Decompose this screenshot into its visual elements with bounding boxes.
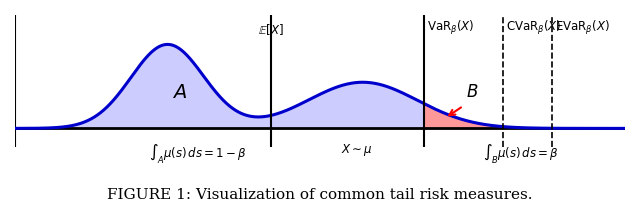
Text: $X \sim \mu$: $X \sim \mu$ (340, 142, 372, 158)
Text: $\int_A \mu(s)\, ds = 1 - \beta$: $\int_A \mu(s)\, ds = 1 - \beta$ (149, 142, 247, 165)
Text: $\mathrm{VaR}_{\beta}(X)$: $\mathrm{VaR}_{\beta}(X)$ (427, 19, 474, 37)
Text: $A$: $A$ (172, 83, 188, 102)
Text: $\mathrm{EVaR}_{\beta}(X)$: $\mathrm{EVaR}_{\beta}(X)$ (555, 19, 610, 37)
Text: FIGURE 1: Visualization of common tail risk measures.: FIGURE 1: Visualization of common tail r… (108, 188, 532, 202)
Text: $B$: $B$ (467, 83, 479, 101)
Text: $\mathbb{E}[X]$: $\mathbb{E}[X]$ (259, 22, 284, 37)
Text: $\int_B \mu(s)\, ds = \beta$: $\int_B \mu(s)\, ds = \beta$ (483, 142, 559, 165)
Text: $\mathrm{CVaR}_{\beta}(X)$: $\mathrm{CVaR}_{\beta}(X)$ (506, 19, 562, 37)
